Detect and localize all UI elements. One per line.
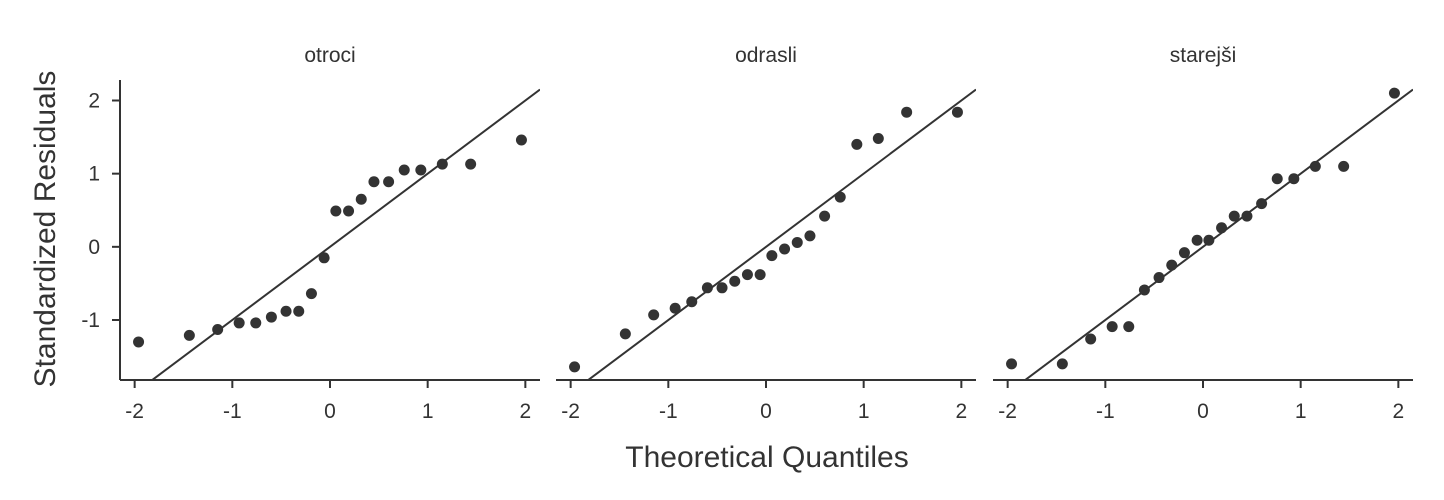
data-point	[779, 243, 791, 255]
data-point	[686, 296, 698, 308]
x-tick-label: -2	[125, 400, 144, 423]
data-point	[1166, 259, 1178, 271]
reference-line	[586, 88, 976, 380]
panel-2: odrasli -2 -1 0 1 2	[556, 44, 976, 423]
data-point	[754, 269, 766, 281]
x-tick-label: -2	[561, 400, 580, 423]
data-point	[212, 324, 224, 336]
data-point	[619, 328, 631, 340]
panel-title: starejši	[1170, 44, 1237, 67]
data-point	[716, 282, 728, 294]
y-tick-label: -1	[81, 309, 100, 332]
data-point	[669, 302, 681, 314]
data-point	[1216, 222, 1228, 234]
data-point	[1241, 210, 1253, 222]
data-point	[819, 210, 831, 222]
data-point	[1138, 284, 1150, 296]
data-point	[1309, 160, 1321, 172]
data-point	[741, 269, 753, 281]
x-tick-label: 0	[324, 400, 336, 423]
x-tick-label: -2	[998, 400, 1017, 423]
data-point	[1191, 234, 1203, 246]
data-point	[250, 317, 262, 329]
data-point	[1056, 358, 1068, 370]
x-tick-label: 1	[858, 400, 870, 423]
data-point	[383, 176, 395, 188]
data-point	[804, 230, 816, 242]
data-point	[569, 361, 581, 373]
data-point	[1288, 173, 1300, 185]
data-point	[834, 191, 846, 203]
data-point	[318, 252, 330, 264]
data-point	[901, 106, 913, 118]
data-point	[851, 138, 863, 150]
x-tick-label: 0	[1197, 400, 1209, 423]
data-point	[1388, 87, 1400, 99]
data-point	[343, 205, 355, 217]
x-tick-label: -1	[223, 400, 242, 423]
y-axis-title: Standardized Residuals	[29, 71, 62, 388]
y-tick-label: 1	[88, 163, 100, 186]
data-point	[398, 164, 410, 176]
data-point	[1123, 321, 1135, 333]
data-point	[293, 305, 305, 317]
data-point	[648, 309, 660, 321]
panel-1: otroci -2 -1 0 1 2 -1 0 1 2	[81, 44, 540, 423]
data-point	[355, 193, 367, 205]
data-point	[1271, 173, 1283, 185]
data-point	[330, 205, 342, 217]
data-point	[1153, 272, 1165, 284]
data-point	[183, 329, 195, 341]
data-point	[1178, 247, 1190, 259]
y-tick-label: 0	[88, 236, 100, 259]
data-point	[1228, 210, 1240, 222]
data-point	[1006, 358, 1018, 370]
data-point	[791, 236, 803, 248]
reference-line	[150, 88, 540, 380]
data-point	[701, 282, 713, 294]
data-point	[1203, 234, 1215, 246]
data-point	[1085, 333, 1097, 345]
data-point	[1338, 160, 1350, 172]
data-point	[1106, 321, 1118, 333]
data-point	[872, 133, 884, 145]
x-axis-title: Theoretical Quantiles	[625, 441, 908, 474]
data-point	[951, 106, 963, 118]
x-tick-label: 1	[422, 400, 434, 423]
data-point	[233, 317, 245, 329]
panel-3: starejši -2 -1 0 1 2	[993, 44, 1413, 423]
data-point	[729, 275, 741, 287]
data-point	[1256, 198, 1268, 210]
data-point	[436, 158, 448, 170]
panel-title: otroci	[304, 44, 355, 67]
data-point	[766, 250, 778, 262]
x-tick-label: 0	[760, 400, 772, 423]
y-tick-label: 2	[88, 89, 100, 112]
data-point	[305, 288, 317, 300]
data-point	[265, 311, 277, 323]
x-tick-label: 1	[1295, 400, 1307, 423]
data-point	[133, 336, 145, 348]
x-tick-label: 2	[956, 400, 968, 423]
x-tick-label: 2	[1393, 400, 1405, 423]
panel-title: odrasli	[735, 44, 797, 67]
reference-line	[1023, 88, 1413, 380]
x-tick-label: -1	[659, 400, 678, 423]
data-point	[415, 164, 427, 176]
x-tick-label: -1	[1096, 400, 1115, 423]
x-tick-label: 2	[520, 400, 532, 423]
data-point	[368, 176, 380, 188]
data-point	[280, 305, 292, 317]
data-point	[515, 134, 527, 146]
data-point	[465, 158, 477, 170]
